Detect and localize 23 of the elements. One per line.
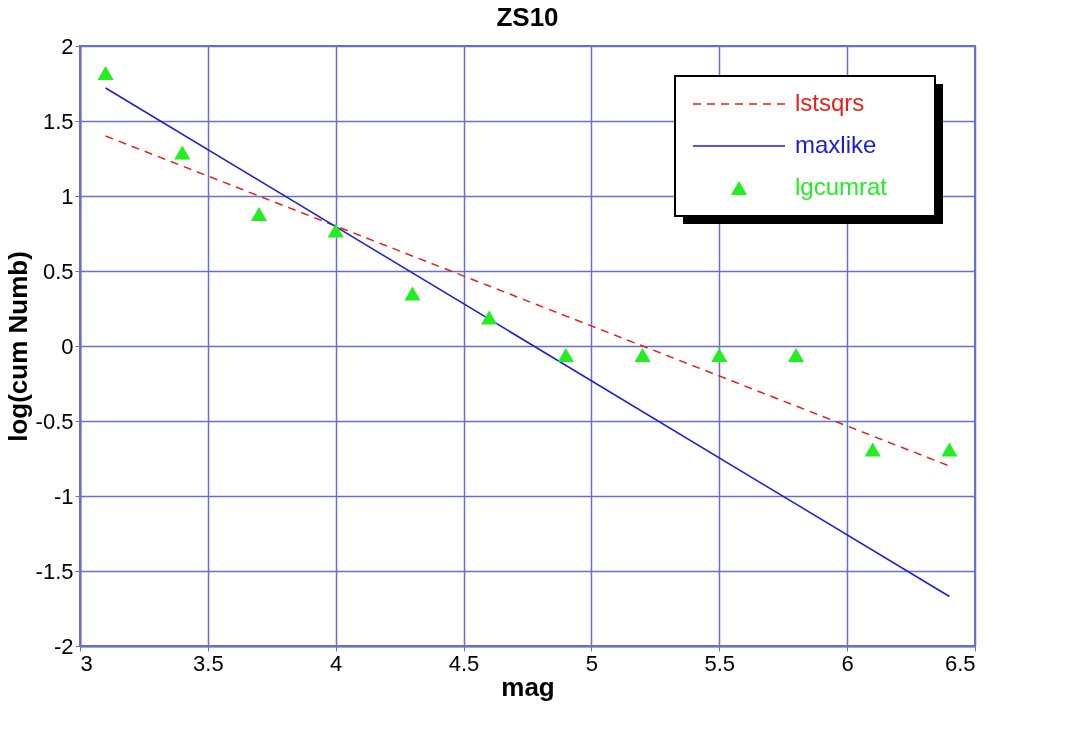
x-tick-label: 3.5	[193, 650, 224, 676]
y-axis-title: log(cum Numb)	[2, 251, 33, 442]
y-tick-label: 2	[61, 33, 74, 59]
legend-label: lgcumrat	[795, 173, 888, 200]
x-tick-label: 5.5	[704, 650, 736, 676]
legend-label: lstsqrs	[795, 89, 865, 116]
y-tick-label: 0.5	[42, 258, 74, 284]
y-tick-label: -1.5	[35, 558, 74, 584]
x-tick-label: 4.5	[448, 650, 480, 676]
x-tick-label: 6	[841, 650, 854, 676]
y-tick-label: -2	[53, 633, 74, 659]
x-tick-label: 3	[80, 650, 93, 676]
y-tick-label: -1	[53, 483, 74, 509]
x-tick-label: 6.5	[944, 650, 976, 676]
y-tick-label: 1	[61, 183, 74, 209]
y-tick-label: -0.5	[35, 408, 74, 434]
x-tick-label: 4	[330, 650, 343, 676]
y-tick-label: 1.5	[42, 108, 74, 134]
y-tick-label: 0	[61, 333, 74, 359]
x-axis-title: mag	[501, 671, 555, 702]
chart-title: ZS10	[496, 2, 559, 32]
legend-label: maxlike	[795, 131, 877, 158]
x-tick-label: 5	[585, 650, 599, 676]
